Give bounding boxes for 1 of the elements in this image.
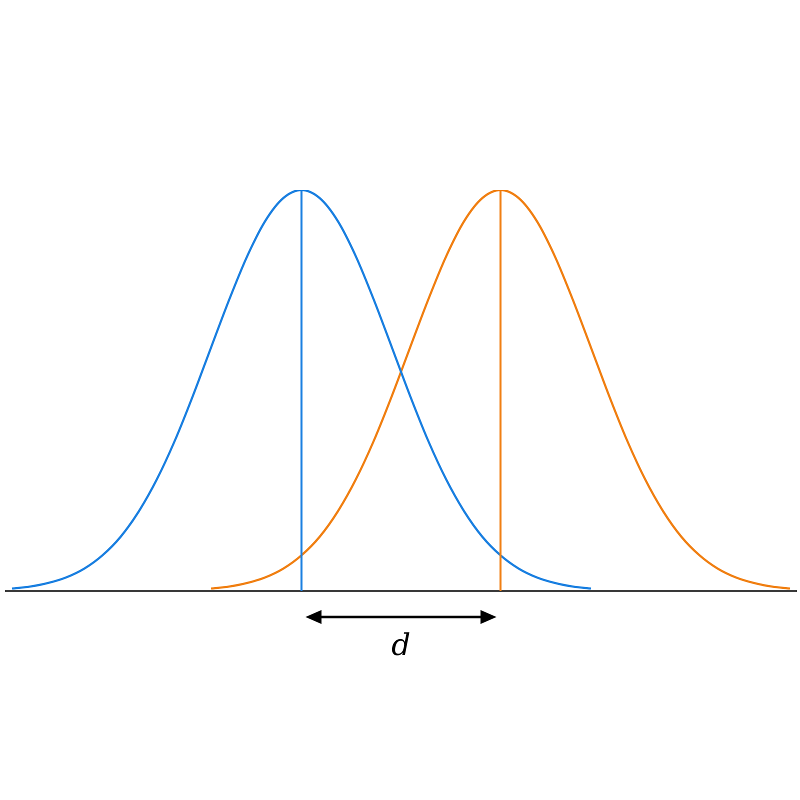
text: d bbox=[391, 628, 411, 663]
